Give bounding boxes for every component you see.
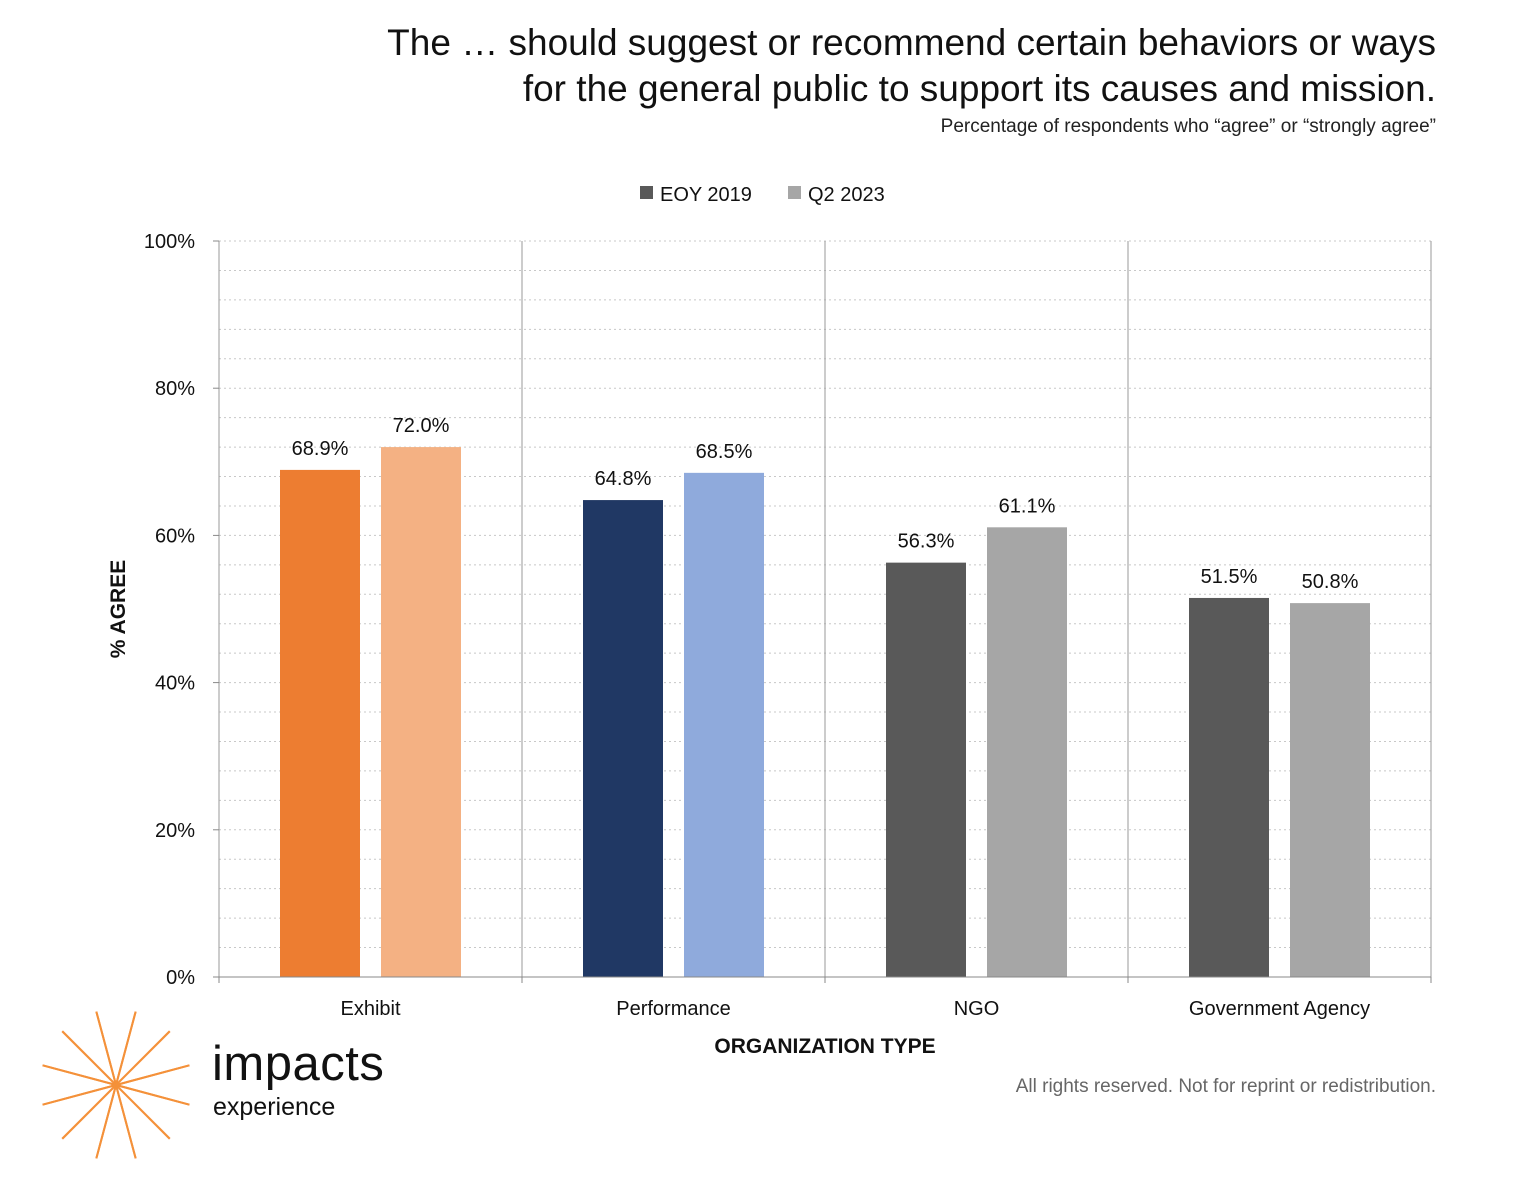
logo — [36, 1010, 396, 1170]
data-label: 68.9% — [292, 438, 349, 460]
x-tick-label: Exhibit — [340, 998, 400, 1020]
data-label: 50.8% — [1302, 571, 1359, 593]
data-label: 61.1% — [999, 495, 1056, 517]
bar-performance-q2-2023 — [684, 472, 764, 977]
x-tick-label: Government Agency — [1189, 998, 1370, 1020]
bars — [280, 447, 1370, 978]
legend-swatch — [788, 186, 801, 199]
x-axis-title: ORGANIZATION TYPE — [714, 1035, 935, 1058]
bar-exhibit-eoy-2019 — [280, 469, 360, 977]
legend-swatch — [640, 186, 653, 199]
data-label: 51.5% — [1201, 566, 1258, 588]
legend-label: Q2 2023 — [808, 184, 885, 206]
bar-government-agency-eoy-2019 — [1189, 597, 1269, 977]
y-tick-label: 20% — [155, 820, 195, 842]
logo-wordmark: impacts — [212, 1037, 385, 1091]
x-tick-label: NGO — [954, 998, 1000, 1020]
data-label: 72.0% — [393, 415, 450, 437]
y-tick-label: 80% — [155, 378, 195, 400]
y-axis-title: % AGREE — [107, 560, 130, 658]
y-tick-label: 60% — [155, 525, 195, 547]
y-tick-label: 100% — [144, 231, 195, 253]
bar-ngo-q2-2023 — [987, 527, 1067, 977]
chart-title-line-1: The … should suggest or recommend certai… — [387, 22, 1436, 63]
bar-ngo-eoy-2019 — [886, 562, 966, 977]
legend-label: EOY 2019 — [660, 184, 752, 206]
data-label: 64.8% — [595, 468, 652, 490]
chart-title-line-2: for the general public to support its ca… — [522, 68, 1436, 109]
data-label: 68.5% — [696, 441, 753, 463]
copyright-footer: All rights reserved. Not for reprint or … — [1015, 1076, 1436, 1097]
bar-exhibit-q2-2023 — [381, 447, 461, 978]
bar-government-agency-q2-2023 — [1290, 603, 1370, 977]
chart-subtitle: Percentage of respondents who “agree” or… — [940, 116, 1436, 137]
legend: EOY 2019 Q2 2023 — [640, 184, 885, 206]
labels: 0% 20% 40% 60% 80% 100% 68.9% 72.0% Exhibit 64.8%… — [107, 231, 1370, 1058]
bar-performance-eoy-2019 — [583, 500, 663, 977]
axes — [213, 240, 1432, 983]
y-tick-label: 40% — [155, 673, 195, 695]
x-tick-label: Performance — [616, 998, 731, 1020]
category-separators — [218, 241, 1432, 977]
sunburst-icon — [42, 1011, 190, 1159]
sunburst-ray — [42, 1064, 190, 1106]
logo-subtitle: experience — [213, 1093, 336, 1121]
y-tick-label: 0% — [166, 967, 195, 989]
data-label: 56.3% — [898, 531, 955, 553]
